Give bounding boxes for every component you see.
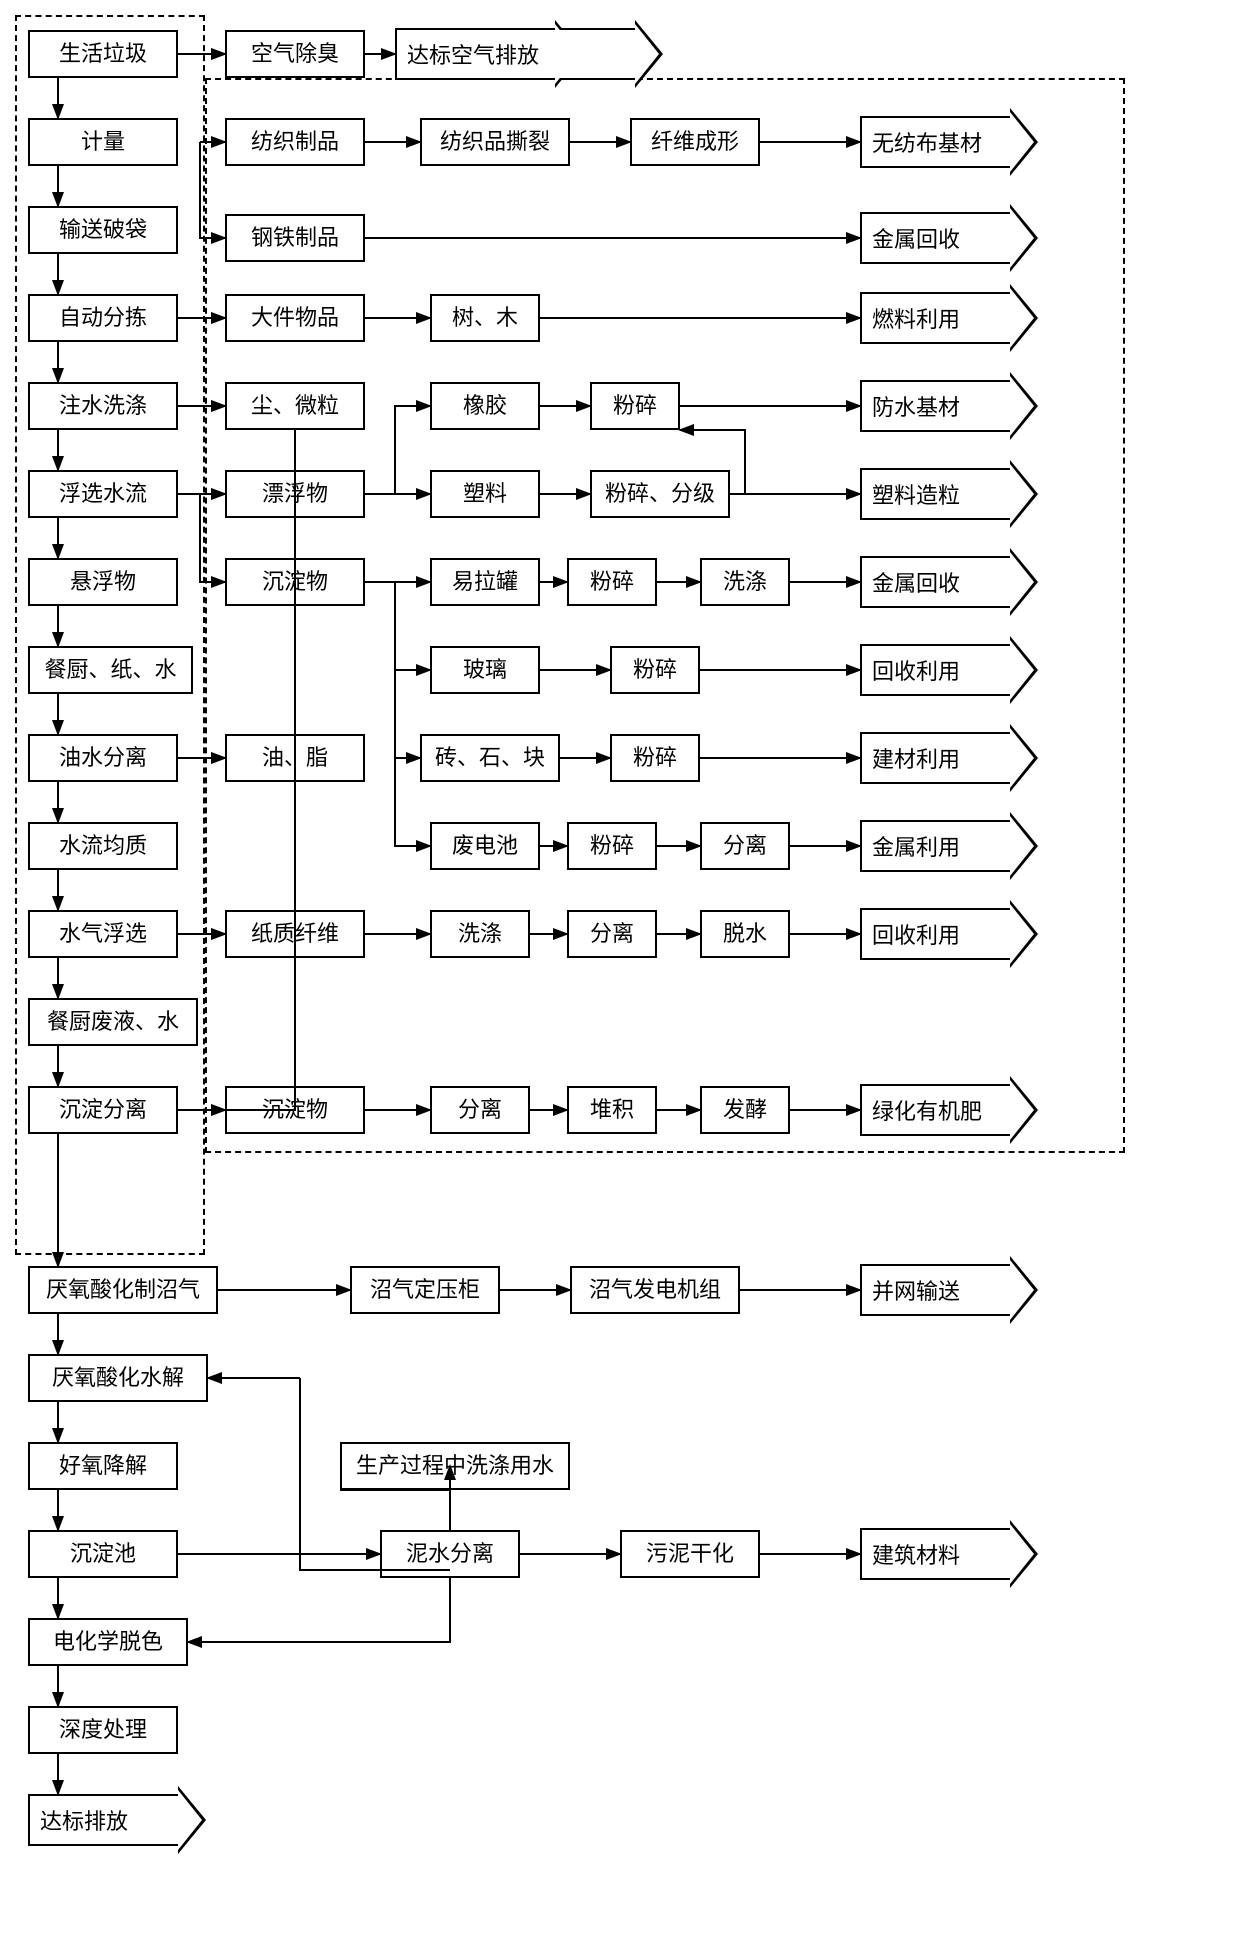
flowchart-node: 深度处理 [28,1706,178,1754]
flowchart-node: 废电池 [430,822,540,870]
output-arrow: 建材利用 [860,732,1010,784]
flowchart-node: 泥水分离 [380,1530,520,1578]
output-arrow: 塑料造粒 [860,468,1010,520]
flowchart-node: 分离 [567,910,657,958]
flowchart-node: 玻璃 [430,646,540,694]
flowchart-node: 沉淀池 [28,1530,178,1578]
output-arrow: 金属回收 [860,212,1010,264]
flowchart-node: 空气除臭 [225,30,365,78]
output-arrow: 绿化有机肥 [860,1084,1010,1136]
output-arrow: 建筑材料 [860,1528,1010,1580]
flowchart-node: 粉碎 [567,558,657,606]
flowchart-node: 纤维成形 [630,118,760,166]
flowchart-node: 浮选水流 [28,470,178,518]
flowchart-node: 生产过程中洗涤用水 [340,1442,570,1490]
output-arrow: 回收利用 [860,644,1010,696]
flowchart-node: 厌氧酸化水解 [28,1354,208,1402]
flowchart-node: 钢铁制品 [225,214,365,262]
output-arrow: 达标排放 [28,1794,178,1846]
flowchart-node: 沼气定压柜 [350,1266,500,1314]
flowchart-node: 分离 [700,822,790,870]
flowchart-node: 生活垃圾 [28,30,178,78]
flowchart-node: 尘、微粒 [225,382,365,430]
flowchart-node: 粉碎、分级 [590,470,730,518]
output-arrow: 达标空气排放 [395,28,555,80]
flowchart-node: 洗涤 [430,910,530,958]
flowchart-node: 树、木 [430,294,540,342]
flowchart-node: 电化学脱色 [28,1618,188,1666]
flowchart-node: 橡胶 [430,382,540,430]
flowchart-node: 沉淀物 [225,1086,365,1134]
flowchart-node: 自动分拣 [28,294,178,342]
flowchart-node: 粉碎 [567,822,657,870]
output-arrow: 并网输送 [860,1264,1010,1316]
flowchart-node: 污泥干化 [620,1530,760,1578]
output-arrow: 金属回收 [860,556,1010,608]
flowchart-node: 粉碎 [610,646,700,694]
flowchart-node: 餐厨废液、水 [28,998,198,1046]
flowchart-node: 厌氧酸化制沼气 [28,1266,218,1314]
flowchart-node: 注水洗涤 [28,382,178,430]
flowchart-node: 粉碎 [590,382,680,430]
flowchart-node: 砖、石、块 [420,734,560,782]
flowchart-node: 发酵 [700,1086,790,1134]
output-arrow: 无纺布基材 [860,116,1010,168]
flowchart-node: 油、脂 [225,734,365,782]
flowchart-node: 易拉罐 [430,558,540,606]
output-arrow: 回收利用 [860,908,1010,960]
flowchart-node: 纺织品撕裂 [420,118,570,166]
output-arrow: 防水基材 [860,380,1010,432]
flowchart-canvas: 生活垃圾计量输送破袋自动分拣注水洗涤浮选水流悬浮物餐厨、纸、水油水分离水流均质水… [0,0,1240,1937]
flowchart-node: 脱水 [700,910,790,958]
output-arrow: 燃料利用 [860,292,1010,344]
flowchart-node: 餐厨、纸、水 [28,646,193,694]
flowchart-node: 纸质纤维 [225,910,365,958]
flowchart-node: 洗涤 [700,558,790,606]
dashed-region [15,15,205,1255]
flowchart-node: 漂浮物 [225,470,365,518]
flowchart-node: 沉淀分离 [28,1086,178,1134]
flowchart-node: 沼气发电机组 [570,1266,740,1314]
flowchart-node: 塑料 [430,470,540,518]
flowchart-node: 油水分离 [28,734,178,782]
flowchart-node: 水流均质 [28,822,178,870]
flowchart-node: 分离 [430,1086,530,1134]
flowchart-node: 悬浮物 [28,558,178,606]
flowchart-node: 粉碎 [610,734,700,782]
flowchart-node: 纺织制品 [225,118,365,166]
flowchart-node: 大件物品 [225,294,365,342]
flowchart-node: 水气浮选 [28,910,178,958]
flowchart-node: 堆积 [567,1086,657,1134]
flowchart-node: 沉淀物 [225,558,365,606]
flowchart-node: 计量 [28,118,178,166]
flowchart-node: 输送破袋 [28,206,178,254]
output-arrow: 金属利用 [860,820,1010,872]
flowchart-node: 好氧降解 [28,1442,178,1490]
